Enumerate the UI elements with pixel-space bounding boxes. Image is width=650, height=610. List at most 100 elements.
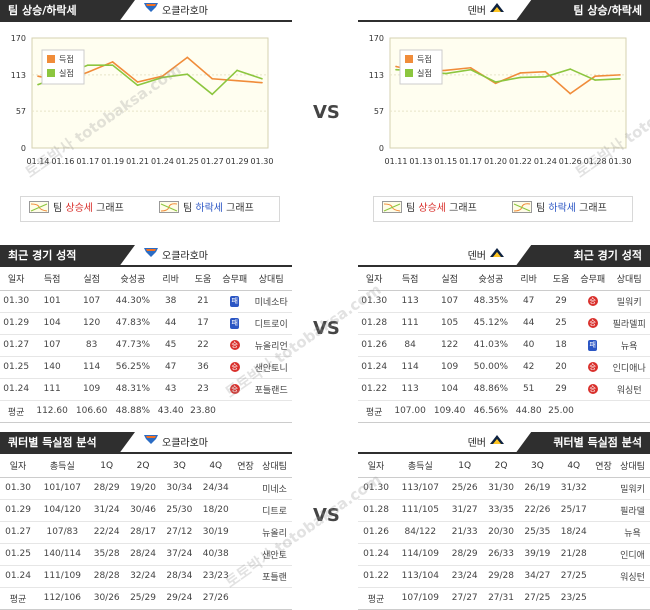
table-cell: 104: [429, 378, 470, 401]
legend-down: 팀 하락세 그래프: [512, 197, 607, 221]
x-tick-label: 01.30: [609, 157, 632, 166]
average-cell: 112/106: [36, 586, 89, 610]
thunder-logo-icon: [143, 432, 159, 454]
average-cell: 107.00: [390, 399, 430, 423]
x-tick-label: 01.21: [126, 157, 149, 166]
x-tick-label: 01.20: [484, 157, 507, 166]
y-tick-label: 0: [21, 144, 26, 153]
column-header: 2Q: [124, 455, 162, 478]
header-row: 일자 득점 실점 슛성공 리바 도움 승무패 상대팀: [358, 268, 650, 291]
legend-label: 득점: [59, 54, 74, 64]
column-header: 상대팀: [608, 268, 650, 291]
table-cell: 승: [577, 356, 609, 379]
table-cell: 111/105: [394, 499, 447, 522]
table-cell: [591, 521, 616, 544]
legend-swatch: [405, 55, 413, 63]
table-row: 01.30 101 107 44.30% 38 21 패 미네소타: [0, 290, 292, 313]
data-point: [236, 69, 238, 72]
table-cell: 25/26: [446, 477, 483, 500]
column-header: 슛성공: [469, 268, 513, 291]
table-cell: 26/33: [482, 543, 520, 566]
column-header: 일자: [358, 455, 395, 478]
table-cell: 44.30%: [111, 290, 155, 313]
average-cell: 112.60: [32, 399, 72, 423]
column-header: 1Q: [88, 455, 125, 478]
loss-badge: 패: [588, 339, 598, 351]
table-cell: 40: [512, 334, 545, 357]
table-cell: 44: [154, 312, 187, 335]
table-cell: 23/23: [197, 565, 234, 588]
average-cell: [257, 586, 292, 610]
data-point: [186, 73, 189, 76]
data-point: [236, 79, 238, 82]
trend-panel-right: 덴버 팀 상승/하락세 170 113 57 0 01.11 01.13 01.15 01.1…: [358, 0, 650, 226]
table-cell: 28/24: [124, 543, 162, 566]
data-point: [494, 82, 497, 85]
nuggets-logo-icon: [489, 0, 505, 22]
average-cell: 48.88%: [111, 399, 155, 423]
table-cell: 114: [390, 356, 430, 379]
x-tick-label: 01.26: [559, 157, 582, 166]
table-cell: [233, 543, 258, 566]
recent-header-right: 덴버 최근 경기 성적: [358, 245, 650, 267]
table-cell: 84/122: [394, 521, 447, 544]
table-cell: 23/24: [446, 565, 483, 588]
up-graph-swatch-icon: [382, 201, 402, 213]
average-cell: 평균: [358, 586, 395, 610]
table-cell: 워싱턴: [608, 378, 650, 401]
average-cell: 25/29: [124, 586, 162, 610]
data-point: [444, 69, 447, 72]
table-cell: 샌안토니: [250, 356, 292, 379]
column-header: 슛성공: [111, 268, 155, 291]
table-cell: 패: [577, 334, 609, 357]
win-badge: 승: [587, 362, 598, 372]
table-cell: 뉴올리: [257, 521, 292, 544]
table-cell: 01.25: [0, 356, 33, 379]
table-cell: 51: [512, 378, 545, 401]
average-cell: 29/24: [161, 586, 198, 610]
team-name-right: 덴버: [468, 245, 508, 267]
average-cell: 27/27: [446, 586, 483, 610]
win-badge: 승: [229, 340, 240, 350]
column-header: 득점: [390, 268, 430, 291]
table-cell: 27/25: [555, 565, 592, 588]
data-point: [111, 64, 114, 66]
table-cell: 111/109: [36, 565, 89, 588]
x-tick-label: 01.22: [509, 157, 532, 166]
table-cell: 84: [390, 334, 430, 357]
table-cell: 승: [577, 290, 609, 313]
table-cell: 25/35: [519, 521, 556, 544]
table-cell: 01.28: [358, 312, 391, 335]
team-name-right: 덴버: [468, 432, 508, 454]
table-cell: 뉴올리언: [250, 334, 292, 357]
table-cell: 01.26: [358, 334, 391, 357]
data-point: [86, 71, 89, 74]
win-badge: 승: [587, 296, 598, 306]
trend-header-left: 팀 상승/하락세 오클라호마: [0, 0, 292, 22]
table-cell: 104: [32, 312, 72, 335]
table-row: 01.28 111 105 45.12% 44 25 승 필라델피: [358, 312, 650, 335]
x-tick-label: 01.28: [584, 157, 607, 166]
average-row: 평균 112/106 30/26 25/29 29/24 27/26: [0, 586, 292, 610]
data-point: [569, 68, 572, 70]
y-tick-label: 57: [374, 107, 384, 116]
trend-legend-right: 팀 상승세 그래프 팀 하락세 그래프: [373, 196, 633, 222]
team-name-right: 덴버: [468, 0, 508, 22]
column-header: 일자: [0, 455, 37, 478]
column-header: 연장: [591, 455, 616, 478]
column-header: 실점: [71, 268, 112, 291]
recent-title-right: 최근 경기 성적: [515, 245, 650, 267]
data-point: [261, 77, 263, 80]
table-cell: [233, 499, 258, 522]
table-cell: 114: [71, 356, 112, 379]
win-badge: 승: [587, 318, 598, 328]
table-cell: 29: [544, 378, 578, 401]
legend-up: 팀 상승세 그래프: [382, 197, 477, 221]
table-row: 01.30 113/107 25/26 31/30 26/19 31/32 밀워키: [358, 477, 650, 500]
table-cell: 41.03%: [469, 334, 513, 357]
table-cell: 01.27: [0, 334, 33, 357]
column-header: 3Q: [161, 455, 198, 478]
table-cell: 47.73%: [111, 334, 155, 357]
table-row: 01.29 104/120 31/24 30/46 25/30 18/20 디트로: [0, 499, 292, 522]
table-cell: 45.12%: [469, 312, 513, 335]
